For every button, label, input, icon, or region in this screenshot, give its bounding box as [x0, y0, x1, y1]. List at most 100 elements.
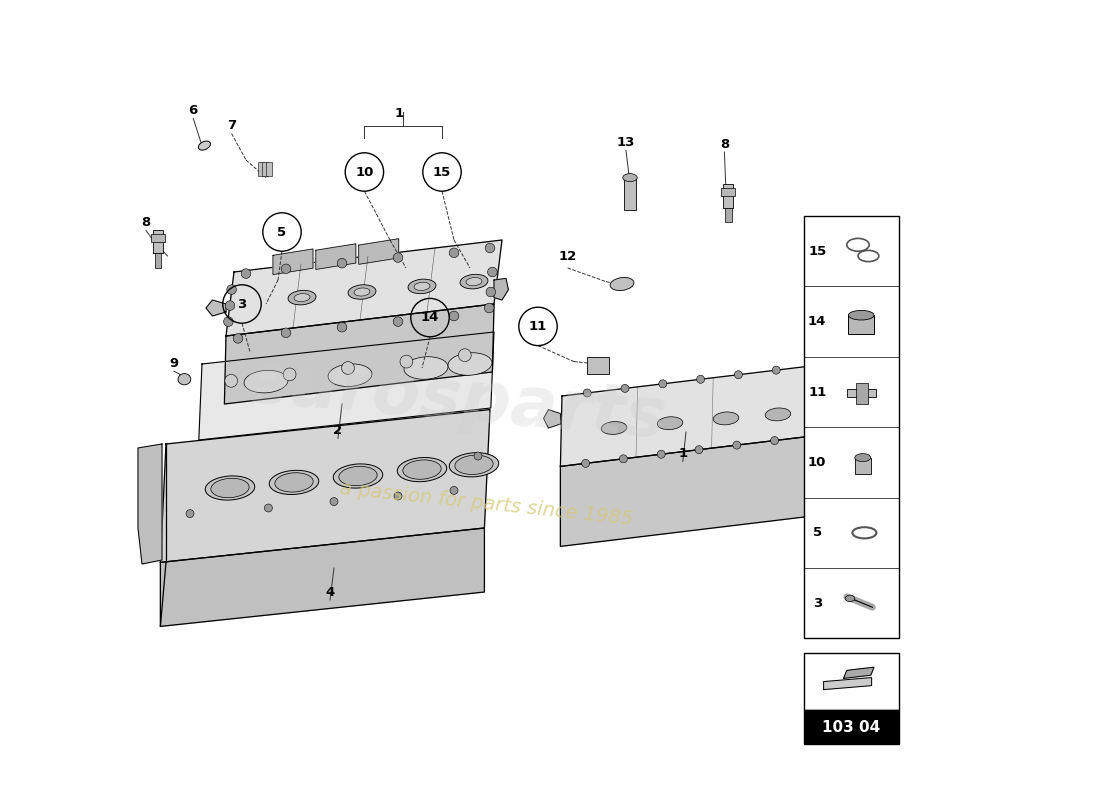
Ellipse shape: [623, 174, 637, 182]
Circle shape: [449, 248, 459, 258]
Text: eurosparts: eurosparts: [239, 348, 669, 452]
Text: 8: 8: [142, 216, 151, 229]
Bar: [804, 216, 899, 638]
Ellipse shape: [270, 470, 319, 494]
Bar: [266, 162, 272, 176]
Ellipse shape: [275, 473, 314, 492]
Ellipse shape: [354, 288, 370, 296]
Bar: [258, 162, 264, 176]
Polygon shape: [543, 410, 560, 428]
Text: 3: 3: [813, 597, 822, 610]
Bar: [804, 653, 899, 710]
Polygon shape: [138, 444, 162, 564]
Circle shape: [393, 253, 403, 262]
Bar: [151, 234, 165, 242]
Polygon shape: [226, 240, 502, 336]
Polygon shape: [161, 410, 490, 562]
Circle shape: [583, 389, 591, 397]
Circle shape: [657, 450, 665, 458]
Text: 12: 12: [559, 250, 576, 262]
Bar: [848, 315, 874, 334]
Ellipse shape: [448, 353, 492, 375]
Circle shape: [283, 368, 296, 381]
Polygon shape: [824, 678, 871, 690]
Circle shape: [338, 258, 346, 268]
Ellipse shape: [404, 357, 448, 379]
Bar: [586, 357, 609, 374]
Text: 13: 13: [617, 136, 635, 149]
Text: 15: 15: [808, 245, 826, 258]
Ellipse shape: [602, 422, 627, 434]
Bar: [847, 389, 876, 397]
Text: 11: 11: [529, 320, 547, 333]
Ellipse shape: [845, 595, 855, 602]
Circle shape: [450, 486, 458, 494]
Ellipse shape: [855, 454, 871, 462]
Circle shape: [582, 459, 590, 467]
Circle shape: [394, 492, 402, 500]
Polygon shape: [494, 278, 508, 300]
Text: 8: 8: [719, 138, 729, 150]
Circle shape: [223, 317, 233, 326]
Ellipse shape: [713, 412, 739, 425]
Ellipse shape: [211, 478, 250, 498]
Bar: [155, 253, 162, 267]
Circle shape: [619, 454, 627, 462]
Circle shape: [227, 285, 236, 294]
Polygon shape: [359, 238, 398, 264]
Polygon shape: [199, 332, 494, 440]
Circle shape: [282, 264, 290, 274]
Ellipse shape: [288, 290, 316, 305]
Polygon shape: [560, 366, 814, 466]
Circle shape: [459, 349, 471, 362]
Text: 10: 10: [355, 166, 374, 178]
Polygon shape: [844, 667, 875, 678]
Circle shape: [282, 328, 290, 338]
Ellipse shape: [294, 294, 310, 302]
Ellipse shape: [244, 370, 288, 393]
Text: 15: 15: [433, 166, 451, 178]
Ellipse shape: [328, 364, 372, 386]
Circle shape: [487, 267, 497, 277]
Circle shape: [233, 334, 243, 343]
Circle shape: [393, 317, 403, 326]
Text: 2: 2: [333, 424, 342, 437]
Circle shape: [485, 243, 495, 253]
Text: 1: 1: [395, 107, 404, 120]
Text: 1: 1: [679, 447, 688, 460]
Ellipse shape: [333, 464, 383, 488]
Bar: [804, 710, 899, 744]
Polygon shape: [316, 244, 355, 270]
Ellipse shape: [449, 453, 498, 477]
Text: 9: 9: [169, 358, 178, 370]
Text: 4: 4: [326, 586, 334, 598]
Circle shape: [264, 504, 273, 512]
Ellipse shape: [657, 417, 683, 430]
Circle shape: [241, 269, 251, 278]
Bar: [855, 458, 871, 474]
Circle shape: [772, 366, 780, 374]
Bar: [624, 178, 637, 210]
Circle shape: [486, 287, 496, 297]
Text: 14: 14: [808, 315, 826, 328]
Circle shape: [735, 370, 743, 378]
Circle shape: [226, 301, 234, 310]
Circle shape: [621, 385, 629, 393]
Ellipse shape: [206, 476, 255, 500]
Circle shape: [330, 498, 338, 506]
Circle shape: [224, 374, 238, 387]
Text: 3: 3: [238, 298, 246, 310]
Bar: [857, 383, 868, 404]
Circle shape: [733, 441, 740, 449]
Ellipse shape: [848, 310, 874, 320]
Bar: [724, 185, 734, 207]
Bar: [722, 188, 736, 196]
Ellipse shape: [454, 455, 493, 474]
Polygon shape: [224, 304, 494, 404]
Bar: [153, 230, 163, 253]
Text: 5: 5: [277, 226, 287, 238]
Polygon shape: [560, 436, 813, 546]
Text: 5: 5: [813, 526, 822, 539]
Ellipse shape: [339, 466, 377, 486]
Circle shape: [771, 437, 779, 445]
